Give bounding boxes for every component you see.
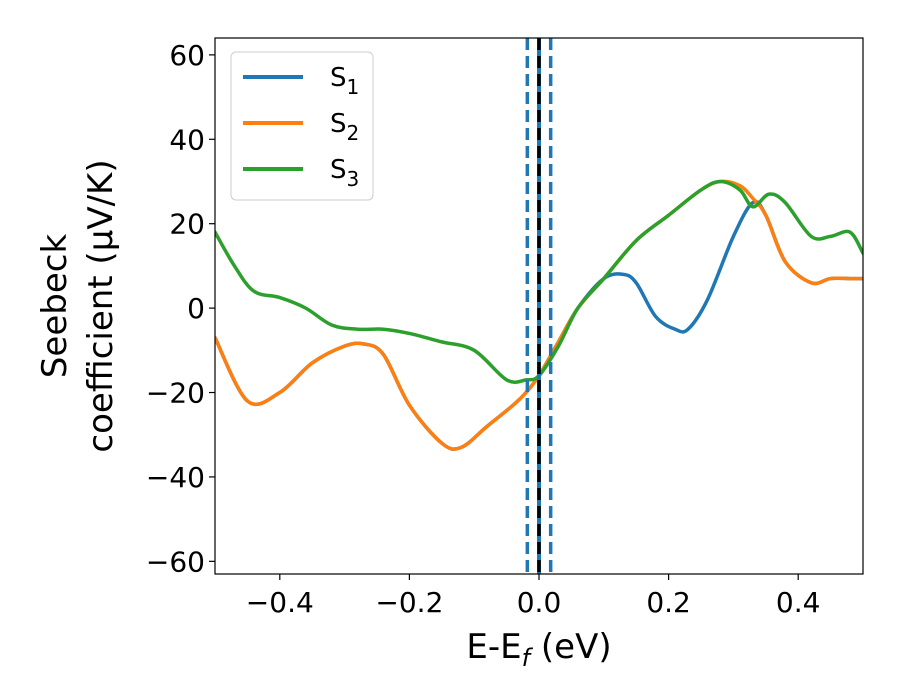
series-line-s3 (215, 179, 863, 384)
y-axis-title-line2: coefficient (μV/K) (81, 159, 121, 452)
x-axis-title-main: E-E (466, 627, 521, 667)
legend-label-s3: S3 (330, 155, 359, 191)
legend: S1 S2 S3 (230, 51, 374, 201)
x-axis: −0.4 −0.2 0.0 0.2 0.4 (246, 574, 821, 619)
y-tick-label: 0 (187, 292, 205, 325)
x-tick-label: 0.4 (776, 586, 821, 619)
x-tick-label: −0.4 (246, 586, 314, 619)
legend-label-s2: S2 (330, 109, 359, 145)
series-line-s2 (215, 179, 863, 451)
y-tick-label: 40 (169, 123, 205, 156)
series-lines (215, 179, 863, 451)
x-tick-label: 0.0 (517, 586, 562, 619)
y-axis: −60 −40 −20 0 20 40 60 (146, 39, 215, 578)
fermi-markers (525, 38, 553, 574)
legend-label-s1: S1 (330, 63, 359, 99)
y-tick-label: 20 (169, 208, 205, 241)
x-tick-label: −0.2 (375, 586, 443, 619)
x-axis-title: E-Ef (eV) (466, 627, 611, 672)
y-tick-label: 60 (169, 39, 205, 72)
y-tick-label: −60 (146, 545, 205, 578)
legend-box (230, 51, 374, 201)
x-tick-label: 0.2 (646, 586, 691, 619)
y-axis-title-line1: Seebeck (35, 234, 75, 379)
y-tick-label: −40 (146, 461, 205, 494)
x-axis-title-suffix: (eV) (530, 627, 612, 667)
y-tick-label: −20 (146, 377, 205, 410)
